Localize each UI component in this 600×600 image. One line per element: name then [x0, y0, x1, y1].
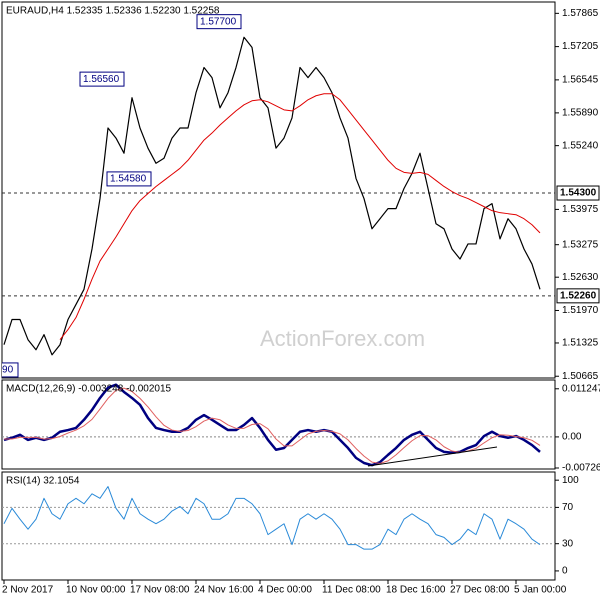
- x-tick-label: 18 Dec 16:00: [386, 585, 446, 596]
- level-box: [556, 185, 600, 201]
- annotation-label: 1.54580: [110, 174, 147, 185]
- x-tick-label: 5 Jan 00:00: [514, 585, 567, 596]
- y-tick-label: 1.51325: [562, 338, 599, 349]
- annotation-box: [196, 14, 242, 30]
- plot: [2, 383, 555, 467]
- x-tick-label: 10 Nov 00:00: [66, 585, 126, 596]
- series-line: [4, 387, 541, 464]
- level-label: 1.52260: [560, 290, 597, 301]
- y-tick-label: 1.52630: [562, 272, 599, 283]
- y-tick-label: 1.56545: [562, 75, 599, 86]
- y-tick-label: 1.55890: [562, 108, 599, 119]
- series-line: [59, 93, 541, 341]
- annotation-box: [2, 362, 19, 378]
- x-tick-label: 27 Dec 08:00: [450, 585, 510, 596]
- plot: [2, 486, 555, 550]
- y-tick-label: 1.50665: [562, 371, 599, 382]
- trend-line: [367, 446, 498, 467]
- level-label: 1.54300: [560, 188, 597, 199]
- series-line: [3, 36, 541, 356]
- y-tick-label: -0.007263: [562, 463, 600, 474]
- plot: ActionForex.com 1.57700 1.56560 1.54580 1.50…: [0, 14, 555, 378]
- annotation-label: 1.57700: [200, 16, 237, 27]
- y-tick-label: 1.51970: [562, 305, 599, 316]
- y-tick-label: 1.57205: [562, 41, 599, 52]
- x-tick-label: 24 Nov 16:00: [194, 585, 254, 596]
- y-tick-label: 30: [562, 538, 574, 549]
- x-tick-label: 2 Nov 2017: [2, 585, 54, 596]
- panel: [1, 379, 556, 470]
- annotation-label: 1.56560: [83, 74, 120, 85]
- x-tick-label: 4 Dec 00:00: [258, 585, 312, 596]
- y-tick-label: 100: [562, 475, 579, 486]
- y-tick-label: 1.55240: [562, 140, 599, 151]
- y-tick-label: 70: [562, 502, 574, 513]
- y-tick-label: 1.57865: [562, 8, 599, 19]
- x-tick-label: 17 Nov 08:00: [130, 585, 190, 596]
- series-line: [3, 383, 541, 467]
- annotation-label: 1.50790: [0, 365, 14, 376]
- y-tick-label: 1.53275: [562, 239, 599, 250]
- y-tick-label: 0.00: [562, 432, 582, 443]
- y-tick-label: 0: [562, 566, 568, 577]
- panel: [1, 1, 556, 379]
- y-tick-label: 1.53975: [562, 204, 599, 215]
- panel: [1, 471, 556, 581]
- annotation-box: [79, 71, 125, 87]
- series-line: [3, 486, 541, 550]
- y-tick-label: 0.011247: [562, 383, 600, 394]
- panel-title: MACD(12,26,9) -0.003248 -0.002015: [6, 384, 172, 395]
- x-tick-label: 11 Dec 08:00: [322, 585, 381, 596]
- panel-title: RSI(14) 32.1054: [6, 476, 80, 487]
- panel-title: EURAUD,H4 1.52335 1.52336 1.52230 1.5225…: [6, 6, 220, 17]
- annotation-box: [106, 171, 152, 187]
- watermark: ActionForex.com: [260, 326, 425, 351]
- level-box: [556, 288, 600, 304]
